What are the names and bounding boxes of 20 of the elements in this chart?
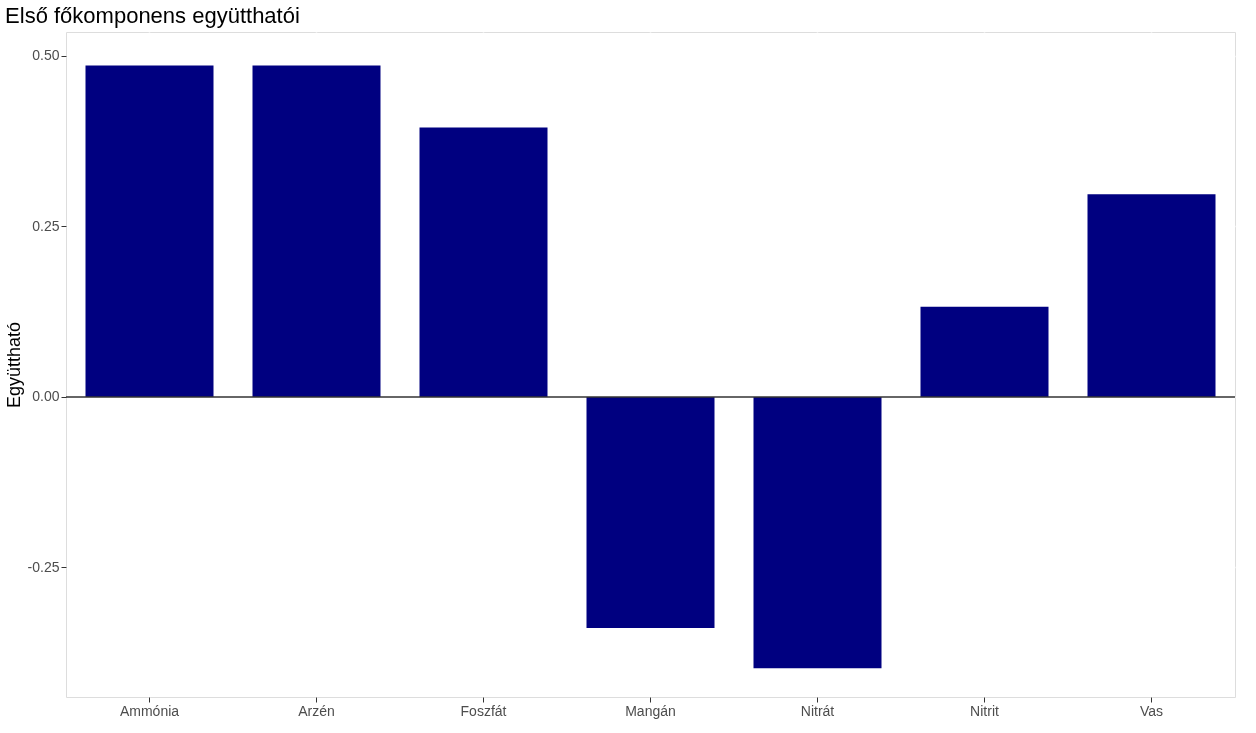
- y-tick-label: 0.50: [32, 47, 60, 64]
- x-tick-label: Vas: [1139, 702, 1164, 719]
- bar: [252, 65, 381, 397]
- x-tick-label: Nitrát: [800, 702, 835, 719]
- x-tick-label: Mangán: [625, 702, 676, 719]
- bar: [586, 396, 715, 629]
- y-tick-label: -0.25: [27, 558, 60, 575]
- y-tick-label: 0.25: [32, 217, 60, 234]
- x-tick-label: Arzén: [298, 702, 335, 719]
- bar: [85, 65, 214, 397]
- bar: [419, 127, 548, 397]
- x-tick-label: Foszfát: [460, 702, 507, 719]
- y-tick-label: 0.00: [32, 388, 60, 405]
- x-tick-label: Nitrit: [970, 702, 999, 719]
- bar: [753, 396, 882, 669]
- x-tick-label: Ammónia: [119, 702, 180, 719]
- y-axis-title: Együttható: [3, 321, 24, 409]
- chart-title: Első főkomponens együtthatói: [5, 3, 300, 28]
- bar: [920, 306, 1049, 397]
- bar: [1087, 194, 1216, 397]
